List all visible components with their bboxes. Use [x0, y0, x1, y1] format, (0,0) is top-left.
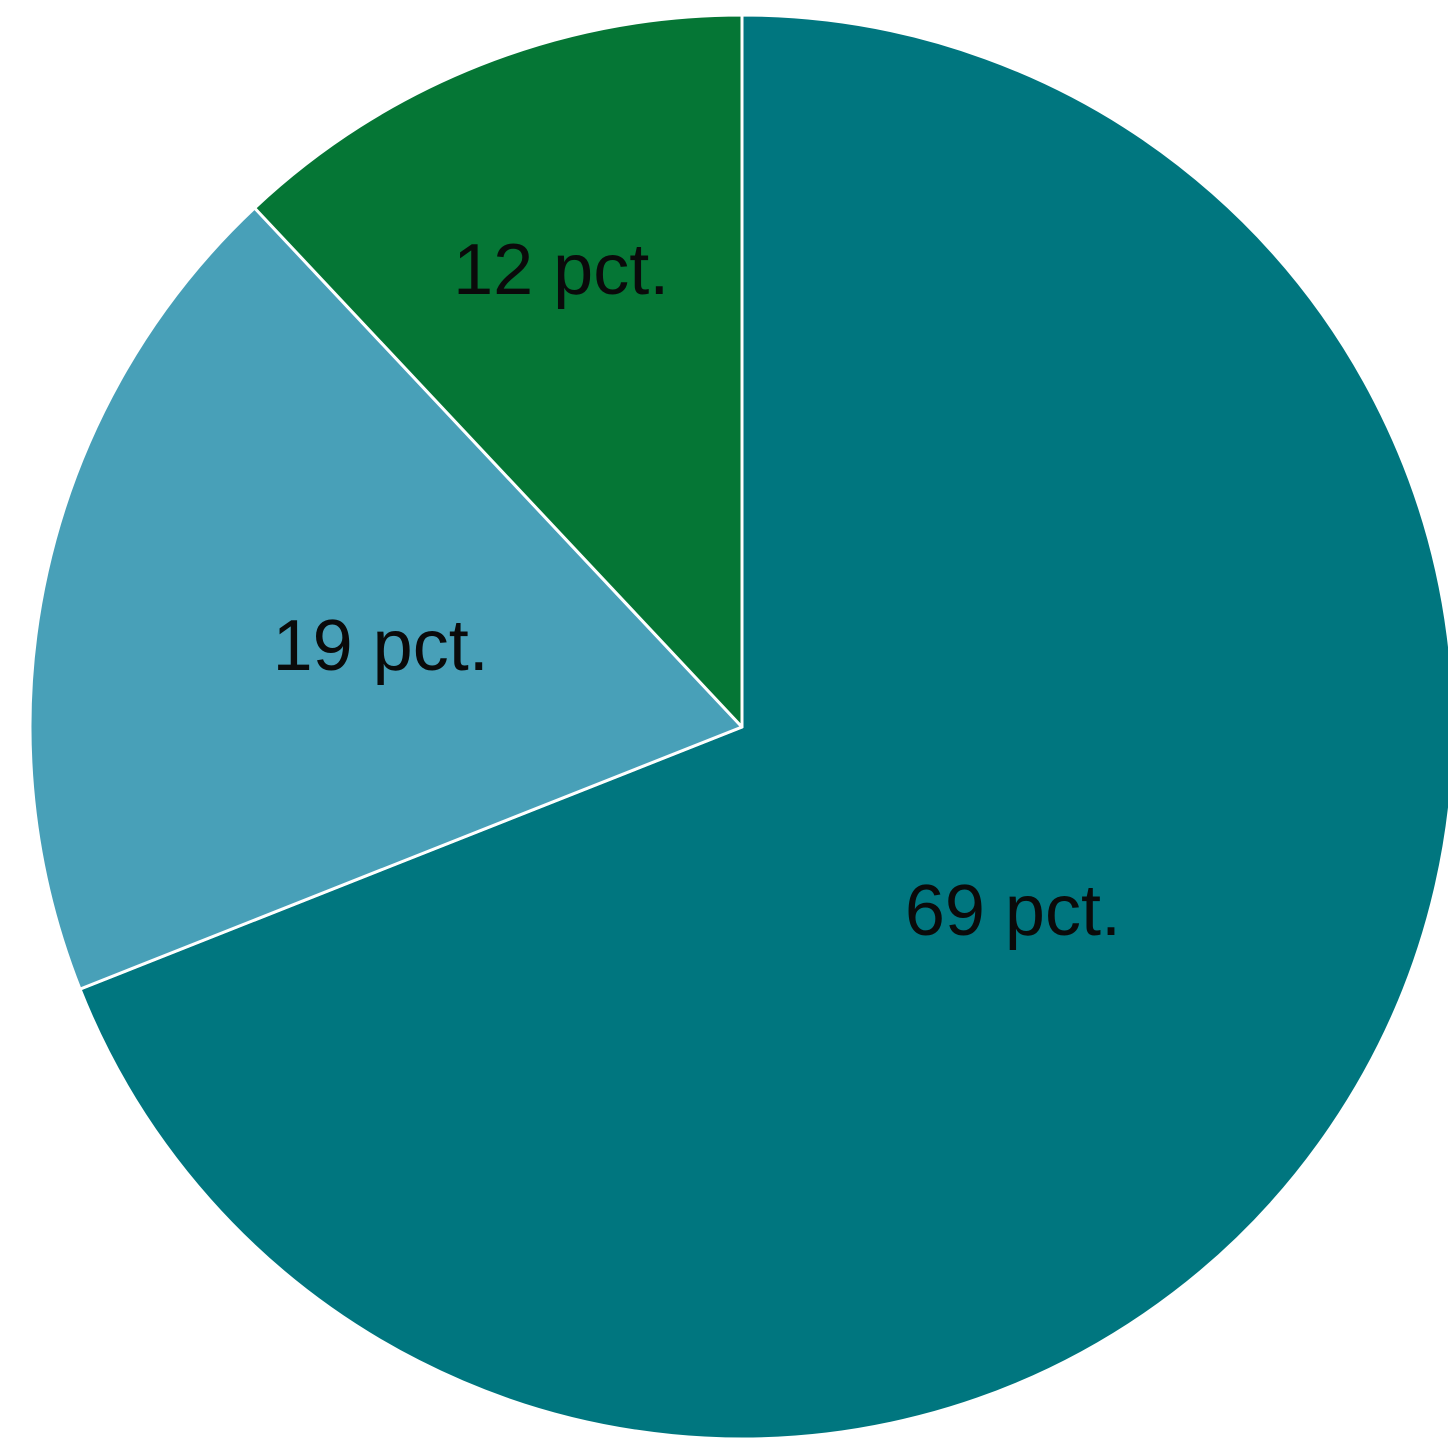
pie-slice — [78, 13, 1448, 1439]
pie-slice — [28, 206, 744, 991]
pie-slice-label: 19 pct. — [273, 606, 489, 686]
pie-slice-label: 69 pct. — [905, 871, 1121, 951]
pie-labels: 69 pct. 19 pct. 12 pct. — [273, 230, 1121, 951]
pie-slice-label: 12 pct. — [453, 230, 669, 310]
pie-slice — [253, 13, 744, 729]
pie-slices — [28, 13, 1448, 1439]
